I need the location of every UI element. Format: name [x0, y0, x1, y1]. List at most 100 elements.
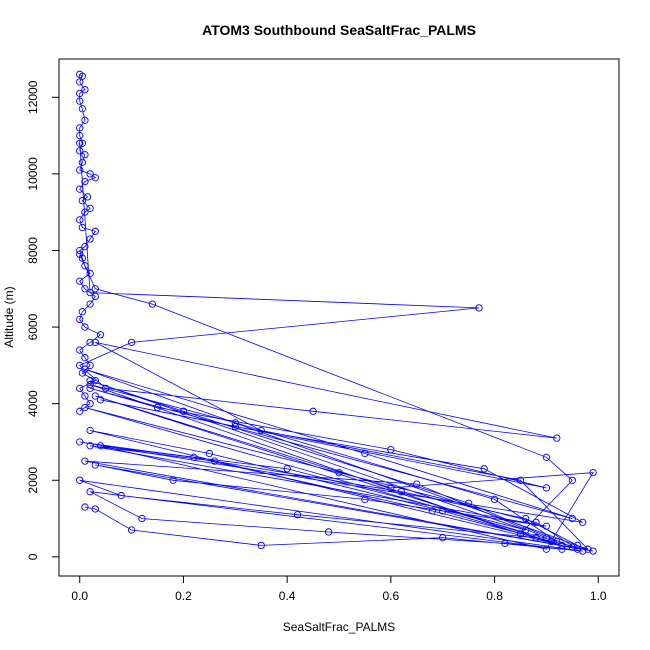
data-point	[91, 285, 99, 293]
data-point	[81, 116, 89, 124]
data-point	[324, 528, 333, 536]
data-point	[387, 484, 395, 492]
data-point	[148, 300, 156, 308]
data-point	[490, 495, 499, 504]
data-point	[81, 85, 89, 94]
data-point	[76, 78, 84, 86]
data-point	[501, 539, 509, 548]
series-4	[76, 442, 597, 555]
series-line	[78, 143, 589, 550]
data-point	[335, 468, 343, 477]
data-point	[127, 526, 136, 534]
data-point	[547, 537, 556, 546]
data-point	[76, 476, 84, 484]
data-point	[91, 227, 99, 235]
data-point	[480, 465, 488, 473]
data-point	[387, 445, 395, 454]
data-point	[127, 338, 136, 347]
data-point	[169, 476, 177, 484]
data-point	[76, 346, 84, 354]
series-line	[79, 445, 594, 552]
series-1	[76, 70, 105, 415]
data-point	[91, 174, 99, 182]
data-point	[257, 541, 265, 550]
data-point	[76, 89, 84, 98]
data-point	[76, 246, 84, 255]
data-point	[86, 400, 94, 408]
y-tick-label: 12000	[26, 80, 40, 114]
data-point	[83, 193, 92, 201]
data-point	[589, 468, 597, 477]
data-point	[516, 476, 525, 484]
series-line	[79, 73, 102, 412]
data-point	[589, 547, 597, 555]
data-point	[153, 403, 162, 412]
data-point	[86, 235, 94, 243]
data-point	[76, 277, 84, 285]
data-point	[579, 518, 587, 527]
y-tick-label: 10000	[26, 157, 40, 191]
data-point	[78, 308, 86, 316]
y-tick-label: 0	[26, 553, 40, 560]
data-point	[76, 407, 84, 415]
x-tick-label: 0.8	[486, 589, 503, 603]
data-point	[76, 250, 84, 258]
data-point	[78, 197, 86, 205]
data-point	[86, 426, 94, 435]
data-point	[309, 407, 317, 415]
data-point	[81, 354, 89, 362]
data-point	[76, 216, 84, 224]
chart-title: ATOM3 Southbound SeaSaltFrac_PALMS	[202, 22, 476, 38]
data-point	[76, 384, 84, 392]
data-point	[78, 254, 86, 262]
data-point	[86, 170, 94, 178]
data-point	[91, 505, 99, 513]
data-point	[81, 285, 89, 293]
data-point	[81, 151, 89, 159]
data-point	[81, 243, 89, 251]
data-point	[78, 139, 86, 147]
data-point	[532, 534, 540, 542]
data-point	[81, 503, 89, 511]
data-point	[81, 403, 89, 412]
series-3	[76, 139, 592, 553]
data-point	[361, 449, 369, 458]
x-tick-label: 0.6	[383, 589, 400, 603]
data-point	[190, 453, 198, 461]
data-point	[76, 139, 84, 147]
data-point	[397, 488, 405, 496]
x-axis: 0.0 0.2 0.4 0.6 0.8 1.0	[71, 575, 607, 603]
data-point	[293, 511, 302, 519]
data-point	[91, 292, 99, 301]
y-tick-label: 4000	[26, 390, 40, 417]
data-point	[553, 434, 561, 442]
data-point	[96, 396, 105, 404]
data-point	[102, 384, 110, 392]
data-point	[86, 204, 94, 213]
x-tick-label: 0.0	[71, 589, 88, 603]
data-point	[76, 131, 84, 140]
data-point	[542, 453, 551, 461]
data-point	[86, 380, 94, 389]
data-point	[516, 530, 525, 538]
data-point	[205, 449, 214, 458]
data-point	[413, 480, 421, 488]
data-point	[91, 377, 99, 385]
y-axis-label: Altitude (m)	[2, 286, 16, 347]
data-point	[91, 338, 99, 347]
y-axis: 0 2000 4000 6000 8000 10000 12000	[26, 80, 60, 560]
data-point	[522, 514, 530, 523]
data-point	[117, 491, 125, 500]
data-point	[568, 476, 576, 484]
data-point	[86, 442, 94, 450]
data-point	[283, 465, 291, 473]
data-point	[78, 105, 86, 113]
data-point	[231, 422, 239, 431]
data-point	[542, 522, 551, 530]
data-point	[475, 304, 483, 312]
data-point	[96, 331, 105, 339]
x-tick-label: 1.0	[590, 589, 607, 603]
data-point	[76, 124, 84, 132]
data-point	[76, 166, 84, 174]
